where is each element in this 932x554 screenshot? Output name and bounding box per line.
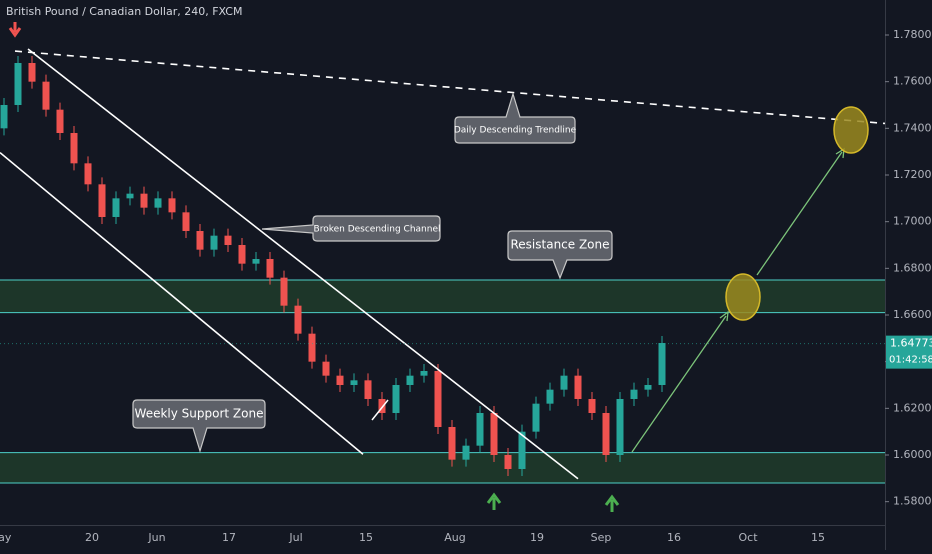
candle-body <box>322 361 330 376</box>
x-tick-label: Aug <box>444 531 465 544</box>
current-price-label: 1.64773 <box>890 337 932 350</box>
candle-body <box>616 399 624 455</box>
x-tick-label: Jun <box>147 531 165 544</box>
candle-body <box>630 389 638 399</box>
x-tick-label: 15 <box>811 531 825 544</box>
y-tick-label: 1.72000 <box>893 168 932 181</box>
candle-body <box>490 413 498 455</box>
candle-body <box>392 385 400 413</box>
x-tick-label: Jul <box>288 531 302 544</box>
candle-body <box>476 413 484 446</box>
y-tick-label: 1.70000 <box>893 215 932 228</box>
y-tick-label: 1.68000 <box>893 261 932 274</box>
candle-body <box>84 163 92 185</box>
candle-body <box>504 455 512 469</box>
x-tick-label: 19 <box>530 531 544 544</box>
candle-body <box>658 343 666 385</box>
callout-text: Daily Descending Trendline <box>454 126 577 136</box>
arrow-head <box>719 310 729 322</box>
candle-body <box>574 375 582 399</box>
y-tick-label: 1.76000 <box>893 75 932 88</box>
callout <box>507 230 613 280</box>
y-tick-label: 1.62000 <box>893 401 932 414</box>
callout-text: Resistance Zone <box>510 238 609 252</box>
chart-title: British Pound / Canadian Dollar, 240, FX… <box>6 5 242 18</box>
drawing-line <box>371 399 389 421</box>
candle-body <box>266 259 274 278</box>
candle-body <box>224 235 232 245</box>
candle-body <box>112 198 120 217</box>
candle-body <box>588 399 596 413</box>
candle-body <box>140 193 148 208</box>
callout <box>132 399 266 454</box>
candle-body <box>364 380 372 399</box>
candle-body <box>252 259 260 264</box>
candle-body <box>406 375 414 385</box>
x-tick-label: May <box>0 531 12 544</box>
countdown-label: 01:42:58 <box>889 355 932 366</box>
sell-arrow <box>8 22 22 38</box>
target-circle <box>833 106 869 154</box>
y-tick-label: 1.66000 <box>893 308 932 321</box>
candle-body <box>70 133 78 164</box>
candle-body <box>602 413 610 455</box>
y-tick-label: 1.78000 <box>893 28 932 41</box>
candle-body <box>168 198 176 213</box>
candle-body <box>294 305 302 334</box>
candle-body <box>154 198 162 208</box>
trendline <box>0 151 364 455</box>
candle-body <box>196 231 204 250</box>
x-tick-label: Oct <box>738 531 758 544</box>
candle-body <box>308 333 316 362</box>
candle-body <box>98 184 106 217</box>
trendline <box>14 50 886 125</box>
buy-arrow <box>604 494 620 512</box>
trendline <box>27 48 579 480</box>
candle-body <box>518 431 526 469</box>
callout-text: Broken Descending Channel <box>314 225 441 235</box>
y-tick-label: 1.60000 <box>893 448 932 461</box>
callout-text: Weekly Support Zone <box>135 407 264 421</box>
callout <box>454 91 576 144</box>
x-tick-label: 15 <box>359 531 373 544</box>
candle-body <box>336 375 344 385</box>
candle-body <box>378 399 386 413</box>
candle-body <box>448 427 456 460</box>
candle-body <box>14 63 22 105</box>
target-circle <box>725 273 761 321</box>
candle-body <box>126 193 134 199</box>
candle-body <box>560 375 568 390</box>
y-tick-label: 1.58000 <box>893 495 932 508</box>
candle-body <box>56 109 64 133</box>
y-tick-label: 1.74000 <box>893 121 932 134</box>
candle-body <box>0 105 8 129</box>
projection-arrow <box>631 315 727 453</box>
candle-body <box>546 389 554 404</box>
candle-body <box>644 385 652 390</box>
candle-body <box>280 277 288 306</box>
candle-body <box>532 403 540 432</box>
projection-arrow <box>756 151 843 276</box>
x-tick-label: 20 <box>85 531 99 544</box>
buy-arrow <box>486 492 502 510</box>
candle-body <box>350 380 358 385</box>
x-tick-label: Sep <box>591 531 612 544</box>
candle-body <box>238 245 246 264</box>
candle-body <box>420 371 428 376</box>
callout <box>261 215 441 242</box>
candle-body <box>42 81 50 110</box>
candle-body <box>182 212 190 231</box>
candle-body <box>28 63 36 82</box>
x-tick-label: 17 <box>222 531 236 544</box>
zone <box>0 452 885 483</box>
candle-body <box>462 445 470 460</box>
candle-body <box>434 371 442 427</box>
x-tick-label: 16 <box>667 531 681 544</box>
current-price-badge <box>886 335 932 369</box>
candle-body <box>210 235 218 250</box>
